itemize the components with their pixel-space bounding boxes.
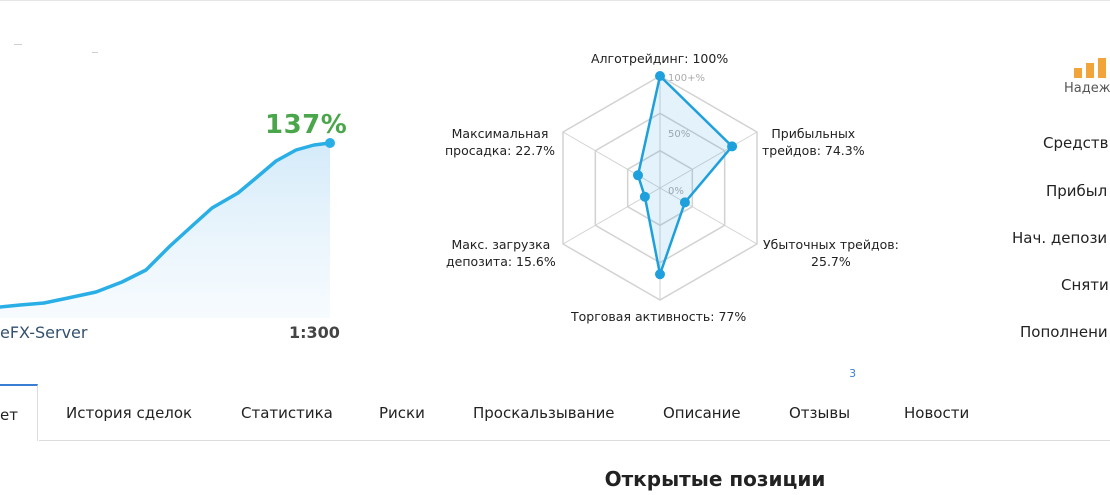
radar-point (679, 197, 690, 208)
radar-label-drawdown: Максимальная просадка: 22.7% (445, 126, 556, 158)
radar-label-deposit-load: Макс. загрузка депозита: 15.6% (446, 237, 556, 269)
radar-axis-line (659, 131, 758, 189)
radar-label-activity: Торговая активность: 77% (571, 309, 747, 324)
radar-axis-line (562, 131, 661, 189)
reliability-bar (1074, 68, 1082, 78)
tabs-divider (39, 440, 1110, 441)
tab-reviews-label: Отзывы (789, 404, 851, 422)
growth-percent: 137% (265, 110, 348, 140)
radar-label-loss: Убыточных трейдов: 25.7% (763, 237, 899, 269)
growth-line (0, 141, 332, 309)
tab-reviews[interactable]: Отзывы 3 (789, 368, 856, 441)
growth-endpoint (325, 138, 335, 148)
reliability-label: Надеж (1064, 81, 1110, 96)
tabs-bar: ет История сделок Статистика Риски Проск… (0, 368, 1110, 441)
growth-chart (0, 138, 335, 318)
top-border (0, 0, 1110, 1)
divider (14, 44, 22, 45)
stat-profit-label: Прибыл (1046, 182, 1108, 200)
stat-withdrawals-label: Сняти (1061, 276, 1109, 294)
tab-description[interactable]: Описание (663, 404, 741, 422)
reliability-bar (1098, 58, 1106, 78)
tab-slippage[interactable]: Проскальзывание (473, 404, 615, 422)
radar-point (727, 141, 738, 152)
radar-point (639, 191, 650, 202)
reliability-bars-icon (1074, 52, 1110, 78)
radar-series-area (636, 74, 734, 276)
reviews-count-badge: 3 (849, 367, 857, 380)
tab-trade-history[interactable]: История сделок (66, 404, 193, 422)
radar-tick-label: 100+% (668, 73, 705, 84)
stat-funds-label: Средств (1043, 134, 1109, 152)
tab-risks[interactable]: Риски (379, 404, 425, 422)
radar-label-algo: Алготрейдинг: 100% (591, 51, 729, 66)
open-positions-title: Открытые позиции (604, 467, 826, 491)
radar-axis-line (659, 187, 758, 245)
radar-point (632, 170, 643, 181)
tab-statistics[interactable]: Статистика (241, 404, 333, 422)
radar-point (655, 269, 665, 280)
server-name: eFX-Server (0, 323, 88, 342)
growth-area (0, 143, 330, 318)
divider (92, 52, 98, 53)
radar-tick-label: 50% (668, 129, 690, 140)
radar-tick-label: 0% (668, 186, 684, 197)
tab-account[interactable]: ет (0, 384, 38, 441)
leverage: 1:300 (289, 323, 340, 342)
stat-initial-deposit-label: Нач. депози (1012, 229, 1108, 247)
tab-news[interactable]: Новости (904, 404, 970, 422)
reliability-bar (1086, 63, 1094, 78)
radar-chart: 100+% 50% 0% (562, 71, 758, 301)
stat-deposits-label: Пополнени (1020, 323, 1108, 341)
radar-point (655, 71, 665, 81)
radar-label-profit: Прибыльных трейдов: 74.3% (762, 126, 865, 158)
